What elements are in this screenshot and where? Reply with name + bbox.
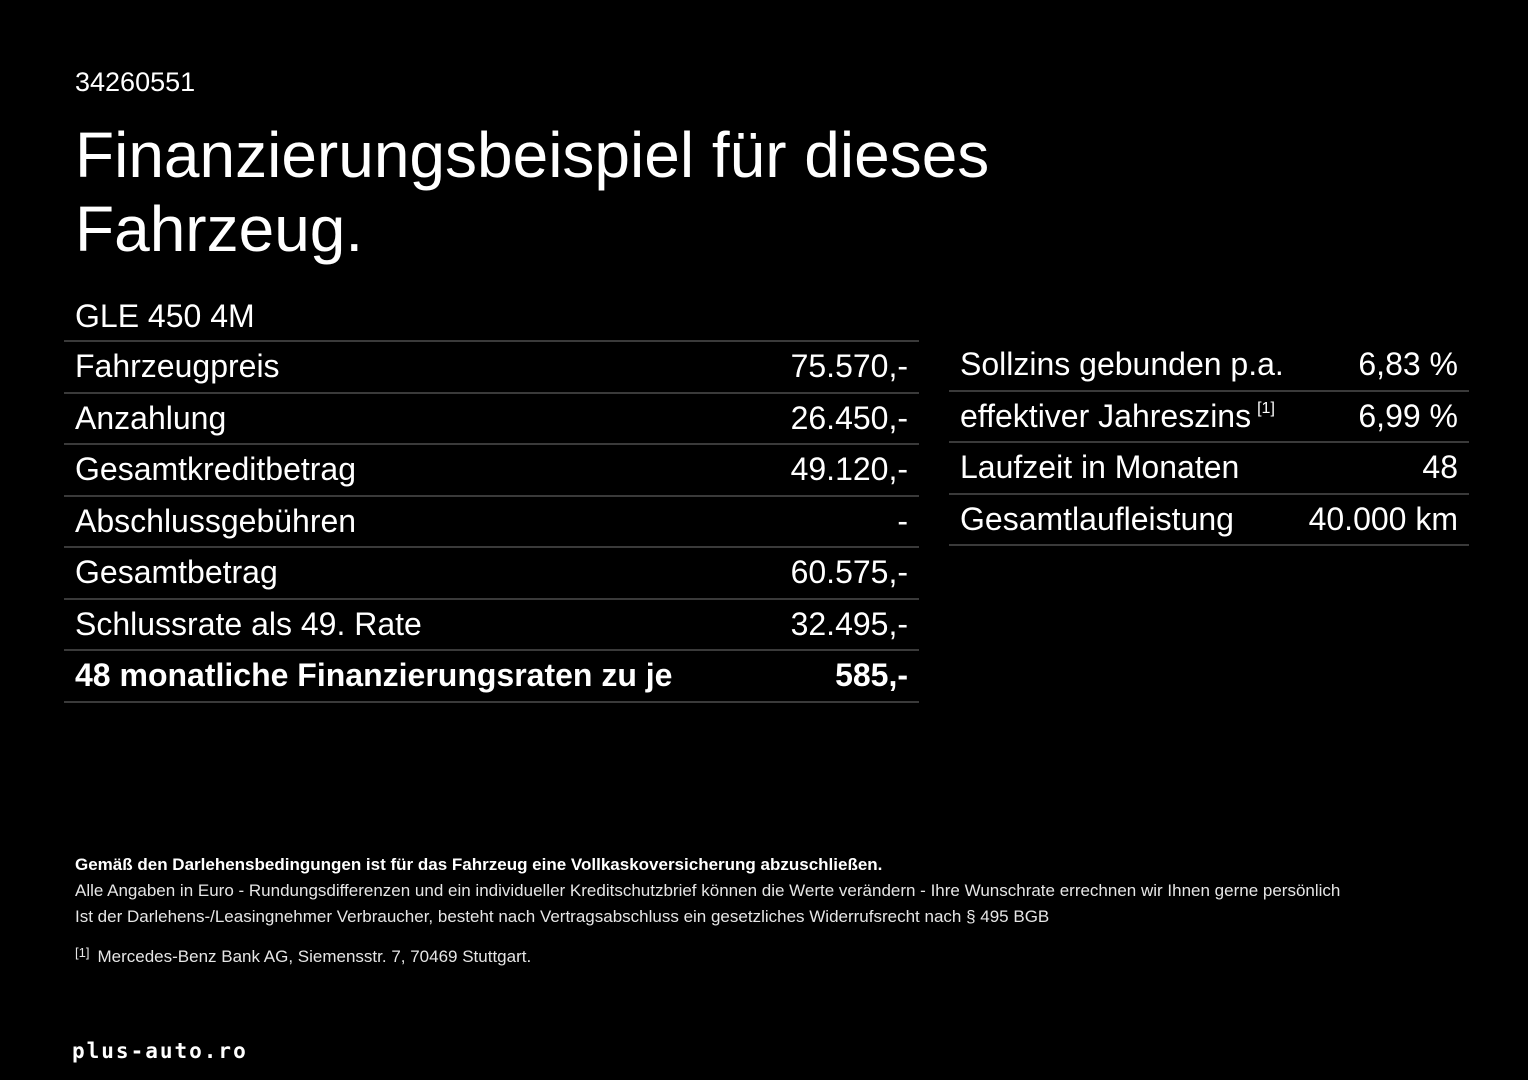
row-value: 32.495,-: [790, 605, 908, 642]
table-row-sollzins: Sollzins gebunden p.a. 6,83 %: [949, 340, 1469, 392]
brand-watermark: plus-auto.ro: [72, 1039, 248, 1063]
row-label: Sollzins gebunden p.a.: [960, 346, 1284, 383]
row-value: 48: [1422, 449, 1458, 486]
footnote: [1] Mercedes-Benz Bank AG, Siemensstr. 7,…: [75, 940, 1475, 970]
offer-id: 34260551: [75, 67, 196, 97]
table-row-laufzeit: Laufzeit in Monaten 48: [949, 443, 1469, 495]
table-row-schlussrate: Schlussrate als 49. Rate 32.495,-: [64, 600, 919, 651]
interest-table: Sollzins gebunden p.a. 6,83 % effektiver…: [949, 340, 1469, 546]
page-title: Finanzierungsbeispiel für dieses Fahrzeu…: [75, 119, 990, 265]
row-value: -: [897, 502, 908, 539]
row-label: 48 monatliche Finanzierungsraten zu je: [75, 657, 673, 694]
footnote-mark: [1]: [75, 945, 90, 960]
disclaimer-line-1: Alle Angaben in Euro - Rundungsdifferenz…: [75, 881, 1341, 900]
table-row-gesamtbetrag: Gesamtbetrag 60.575,-: [64, 548, 919, 600]
row-value: 585,-: [835, 657, 908, 694]
row-label: Fahrzeugpreis: [75, 348, 280, 385]
vehicle-model: GLE 450 4M: [75, 298, 255, 334]
table-row-fahrzeugpreis: Fahrzeugpreis 75.570,-: [64, 342, 919, 394]
table-row-abschlussgebuehren: Abschlussgebühren -: [64, 497, 919, 548]
row-label: Abschlussgebühren: [75, 502, 357, 539]
row-label: Anzahlung: [75, 399, 227, 436]
row-value: 75.570,-: [790, 348, 908, 385]
row-label: Laufzeit in Monaten: [960, 449, 1240, 486]
financing-table: Fahrzeugpreis 75.570,- Anzahlung 26.450,…: [64, 340, 919, 703]
footnote-text: Mercedes-Benz Bank AG, Siemensstr. 7, 70…: [97, 947, 532, 966]
row-label-wrapper: effektiver Jahreszins [1]: [960, 398, 1275, 435]
table-row-gesamtkreditbetrag: Gesamtkreditbetrag 49.120,-: [64, 445, 919, 497]
row-label: Schlussrate als 49. Rate: [75, 605, 422, 642]
legal-notes: Gemäß den Darlehensbedingungen ist für d…: [75, 852, 1475, 970]
table-row-effektiver-jahreszins: effektiver Jahreszins [1] 6,99 %: [949, 392, 1469, 443]
row-label: Gesamtlaufleistung: [960, 500, 1234, 537]
table-row-monthly-rate: 48 monatliche Finanzierungsraten zu je 5…: [64, 651, 919, 703]
row-value: 6,83 %: [1358, 346, 1458, 383]
disclaimer-line-2: Ist der Darlehens-/Leasingnehmer Verbrau…: [75, 907, 1050, 926]
row-label: Gesamtkreditbetrag: [75, 451, 357, 488]
row-label: effektiver Jahreszins: [960, 397, 1252, 434]
row-value: 49.120,-: [790, 451, 908, 488]
table-row-anzahlung: Anzahlung 26.450,-: [64, 394, 919, 445]
row-value: 60.575,-: [790, 554, 908, 591]
table-row-gesamtlaufleistung: Gesamtlaufleistung 40.000 km: [949, 495, 1469, 546]
row-value: 40.000 km: [1308, 500, 1458, 537]
row-value: 26.450,-: [790, 399, 908, 436]
row-value: 6,99 %: [1358, 397, 1458, 434]
row-label: Gesamtbetrag: [75, 554, 278, 591]
insurance-note: Gemäß den Darlehensbedingungen ist für d…: [75, 855, 883, 874]
footnote-ref: [1]: [1257, 399, 1275, 417]
